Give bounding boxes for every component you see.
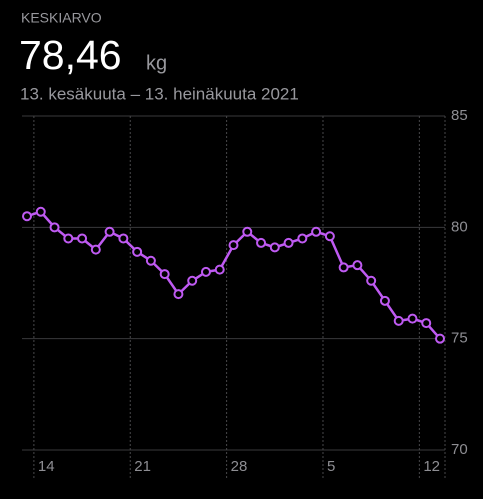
- data-point: [104, 226, 115, 237]
- summary-unit: kg: [146, 52, 167, 74]
- data-point: [297, 233, 308, 244]
- data-point: [77, 233, 88, 244]
- data-point: [132, 246, 143, 257]
- data-point: [352, 260, 363, 271]
- x-tick-label: 5: [327, 458, 335, 475]
- data-point: [379, 295, 390, 306]
- y-tick-label: 85: [451, 107, 468, 124]
- data-point: [200, 266, 211, 277]
- data-point: [214, 264, 225, 275]
- data-point: [366, 275, 377, 286]
- data-point: [145, 255, 156, 266]
- data-point: [311, 226, 322, 237]
- x-tick-label: 21: [134, 458, 151, 475]
- data-point: [228, 240, 239, 251]
- summary-value: 78,46: [19, 32, 122, 78]
- data-point: [435, 333, 445, 344]
- data-point: [187, 275, 198, 286]
- data-point: [35, 206, 46, 217]
- data-point: [256, 237, 267, 248]
- data-point: [49, 222, 60, 233]
- x-tick-label: 28: [231, 458, 248, 475]
- summary-label: KESKIARVO: [21, 10, 102, 26]
- y-tick-label: 75: [451, 330, 468, 347]
- data-point: [90, 244, 101, 255]
- data-point: [159, 269, 170, 280]
- data-point: [421, 318, 432, 329]
- data-point: [22, 211, 32, 222]
- date-range: 13. kesäkuuta – 13. heinäkuuta 2021: [20, 84, 299, 103]
- y-tick-label: 70: [451, 441, 468, 458]
- data-point: [393, 315, 404, 326]
- data-point: [173, 289, 184, 300]
- data-point: [407, 313, 418, 324]
- data-point: [118, 233, 129, 244]
- y-tick-label: 80: [451, 218, 468, 235]
- data-point: [338, 262, 349, 273]
- data-point: [269, 242, 280, 253]
- data-point: [242, 226, 253, 237]
- data-point: [283, 237, 294, 248]
- data-point: [63, 233, 74, 244]
- data-point: [324, 231, 335, 242]
- x-tick-label: 12: [423, 458, 440, 475]
- x-tick-label: 14: [38, 458, 55, 475]
